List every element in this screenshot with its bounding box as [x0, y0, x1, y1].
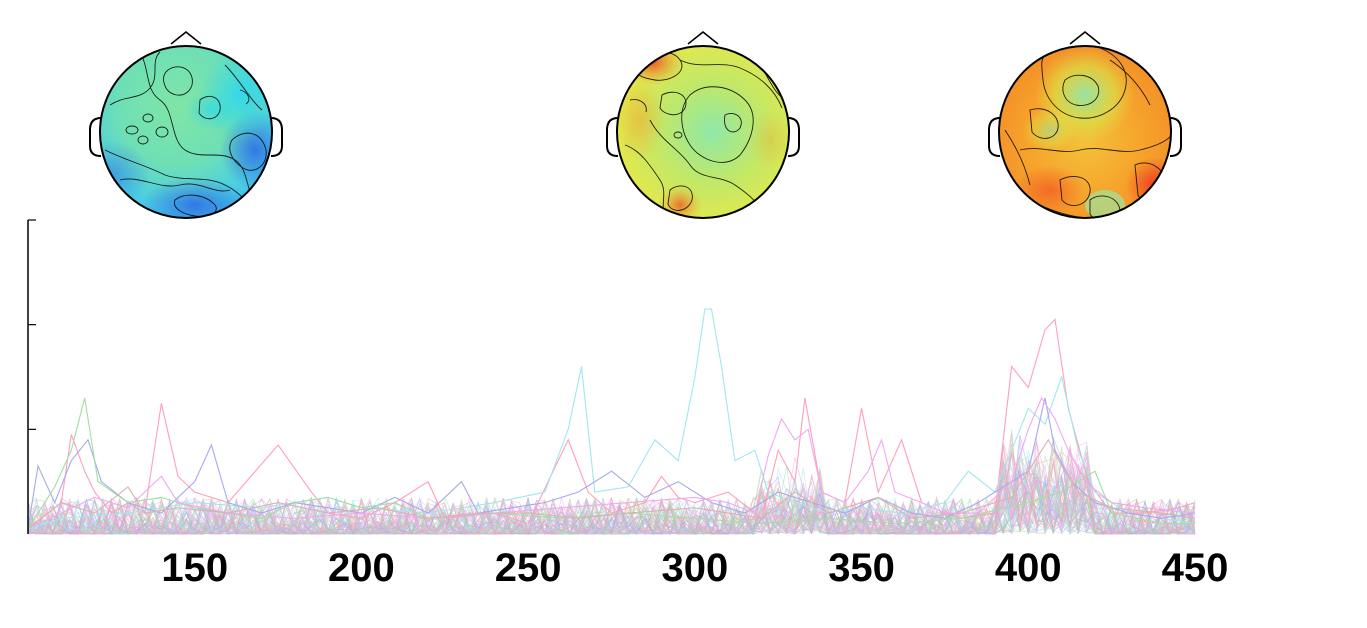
- x-tick-label: 400: [995, 546, 1062, 590]
- x-tick-label: 250: [495, 546, 562, 590]
- background-trace: [27, 470, 1196, 536]
- series-line: [27, 318, 1196, 530]
- series-lines: [27, 308, 1196, 536]
- y-axis-ticks: [28, 219, 36, 430]
- x-axis-ticks: 150 200 250 300 350 400 450: [161, 546, 1228, 590]
- ear-left-icon: [89, 117, 102, 157]
- background-trace: [27, 471, 1196, 536]
- ear-left-icon: [606, 117, 619, 157]
- background-trace: [27, 432, 1196, 535]
- topomap-2-field: [617, 46, 789, 218]
- topomap-3-field: [999, 46, 1171, 218]
- topomap-3: [988, 30, 1182, 219]
- topomap-2: [606, 30, 800, 219]
- x-tick-label: 450: [1162, 546, 1229, 590]
- ear-right-icon: [270, 117, 283, 157]
- background-trace: [27, 441, 1196, 536]
- x-tick-label: 300: [661, 546, 728, 590]
- ear-left-icon: [988, 117, 1001, 157]
- nose-icon: [1069, 30, 1101, 45]
- series-line: [27, 438, 1196, 530]
- nose-icon: [687, 30, 719, 45]
- x-tick-label: 350: [828, 546, 895, 590]
- background-trace: [27, 469, 1196, 536]
- x-tick-label: 200: [328, 546, 395, 590]
- ear-right-icon: [1169, 117, 1182, 157]
- topomap-1: [89, 30, 283, 219]
- topomap-1-field: [100, 46, 272, 218]
- x-tick-label: 150: [161, 546, 228, 590]
- plot-area: 150 200 250 300 350 400 450: [27, 219, 1228, 590]
- background-trace: [27, 463, 1196, 536]
- ear-right-icon: [787, 117, 800, 157]
- nose-icon: [170, 30, 202, 45]
